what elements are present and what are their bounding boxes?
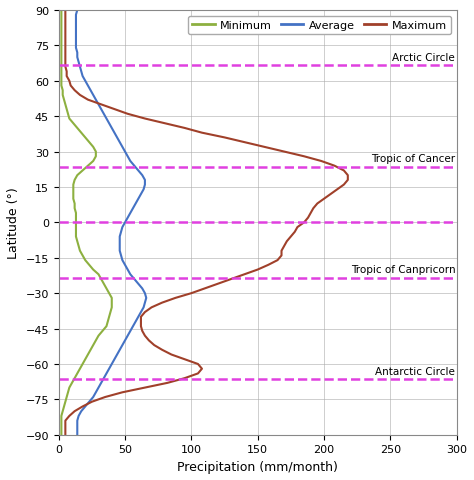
Legend: Minimum, Average, Maximum: Minimum, Average, Maximum [188, 16, 451, 36]
Y-axis label: Latitude (°): Latitude (°) [7, 187, 20, 259]
X-axis label: Precipitation (mm/month): Precipitation (mm/month) [177, 460, 338, 473]
Text: Arctic Circle: Arctic Circle [392, 53, 455, 63]
Text: Tropic of Canpricorn: Tropic of Canpricorn [351, 265, 455, 275]
Text: Antarctic Circle: Antarctic Circle [375, 366, 455, 376]
Text: Tropic of Cancer: Tropic of Cancer [371, 154, 455, 164]
